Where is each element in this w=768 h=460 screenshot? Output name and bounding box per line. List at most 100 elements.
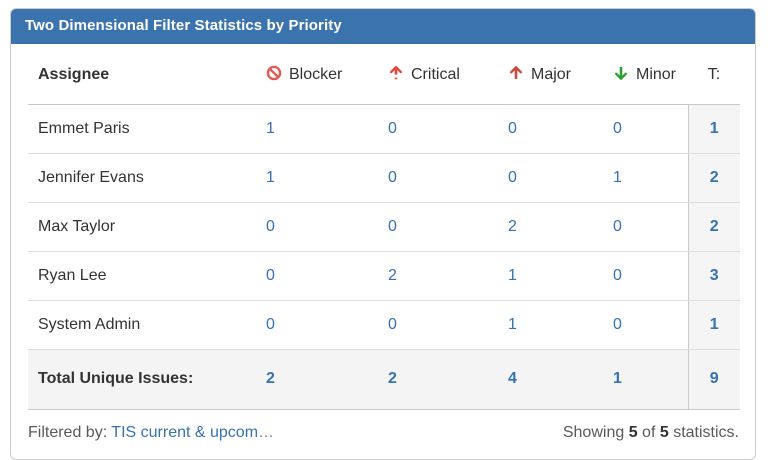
stat-cell: 1 (246, 153, 368, 203)
critical-icon (388, 65, 404, 81)
table-row: System Admin 0 0 1 0 1 (28, 300, 740, 350)
stat-cell: 0 (368, 104, 488, 154)
grand-total-cell: 9 (687, 349, 740, 410)
stat-link[interactable]: 2 (508, 218, 517, 235)
total-stat-link[interactable]: 4 (508, 370, 517, 387)
filtered-by: Filtered by: TIS current & upcom… (28, 424, 274, 442)
truncation-ellipsis: … (258, 424, 275, 441)
column-label: Critical (411, 66, 460, 83)
major-icon (508, 65, 524, 81)
row-total-cell: 3 (687, 251, 740, 301)
table-row: Jennifer Evans 1 0 0 1 2 (28, 153, 740, 203)
table-row: Ryan Lee 0 2 1 0 3 (28, 251, 740, 301)
stat-link[interactable]: 0 (613, 120, 622, 137)
column-label: Major (531, 66, 572, 83)
stat-link[interactable]: 0 (388, 316, 397, 333)
gadget-footer: Filtered by: TIS current & upcom… Showin… (28, 424, 739, 442)
stat-cell: 1 (246, 104, 368, 154)
showing-total: 5 (659, 424, 669, 441)
showing-prefix: Showing (562, 424, 625, 441)
stat-cell: 0 (246, 251, 368, 301)
blocker-icon (266, 65, 282, 81)
stat-link[interactable]: 0 (266, 267, 275, 284)
showing-suffix: statistics. (673, 424, 739, 441)
stat-cell: 0 (593, 104, 688, 154)
stat-link[interactable]: 0 (388, 218, 397, 235)
two-dimensional-filter-stats-gadget: Two Dimensional Filter Statistics by Pri… (10, 8, 756, 460)
stat-link[interactable]: 2 (388, 267, 397, 284)
stat-cell: 0 (593, 300, 688, 350)
totals-label: Total Unique Issues: (28, 349, 246, 410)
row-total-link[interactable]: 3 (709, 267, 719, 284)
row-total-link[interactable]: 1 (709, 316, 719, 333)
stat-link[interactable]: 0 (508, 169, 517, 186)
stat-cell: 0 (368, 300, 488, 350)
stat-cell: 0 (246, 300, 368, 350)
assignee-name: Ryan Lee (28, 251, 246, 301)
total-stat-cell: 1 (593, 349, 688, 410)
column-header-minor: Minor (593, 44, 688, 105)
showing-of: of (642, 424, 656, 441)
row-total-cell: 1 (687, 300, 740, 350)
stat-link[interactable]: 1 (508, 316, 517, 333)
filter-link[interactable]: TIS current & upcom (111, 424, 259, 441)
stat-cell: 1 (488, 251, 593, 301)
stat-link[interactable]: 0 (613, 316, 622, 333)
total-stat-cell: 2 (368, 349, 488, 410)
total-stat-link[interactable]: 1 (613, 370, 622, 387)
stat-link[interactable]: 1 (508, 267, 517, 284)
stat-link[interactable]: 0 (266, 316, 275, 333)
column-header-major: Major (488, 44, 593, 105)
grand-total-link[interactable]: 9 (709, 370, 719, 387)
total-stat-cell: 4 (488, 349, 593, 410)
stat-cell: 2 (488, 202, 593, 252)
total-stat-link[interactable]: 2 (266, 370, 275, 387)
gadget-title: Two Dimensional Filter Statistics by Pri… (25, 17, 342, 34)
stat-link[interactable]: 0 (266, 218, 275, 235)
stat-link[interactable]: 0 (613, 267, 622, 284)
stat-cell: 0 (368, 153, 488, 203)
stat-link[interactable]: 1 (266, 120, 275, 137)
stat-cell: 0 (488, 104, 593, 154)
column-label: Minor (636, 66, 677, 83)
stat-cell: 1 (593, 153, 688, 203)
row-total-link[interactable]: 2 (709, 218, 719, 235)
stat-link[interactable]: 0 (613, 218, 622, 235)
column-header-blocker: Blocker (246, 44, 368, 105)
stat-link[interactable]: 1 (613, 169, 622, 186)
column-header-total: T: (688, 44, 740, 105)
row-total-cell: 2 (687, 202, 740, 252)
column-header-assignee: Assignee (28, 44, 246, 105)
assignee-name: System Admin (28, 300, 246, 350)
stat-cell: 0 (246, 202, 368, 252)
stat-link[interactable]: 0 (388, 120, 397, 137)
row-total-cell: 2 (687, 153, 740, 203)
filtered-by-label: Filtered by: (28, 424, 108, 441)
stat-cell: 0 (593, 202, 688, 252)
assignee-name: Emmet Paris (28, 104, 246, 154)
row-total-link[interactable]: 1 (709, 120, 719, 137)
row-total-cell: 1 (687, 104, 740, 154)
total-stat-cell: 2 (246, 349, 368, 410)
table-row: Emmet Paris 1 0 0 0 1 (28, 104, 740, 154)
assignee-name: Max Taylor (28, 202, 246, 252)
stat-link[interactable]: 0 (508, 120, 517, 137)
column-header-critical: Critical (368, 44, 488, 105)
gadget-header[interactable]: Two Dimensional Filter Statistics by Pri… (11, 9, 755, 44)
stat-link[interactable]: 0 (388, 169, 397, 186)
assignee-name: Jennifer Evans (28, 153, 246, 203)
stat-cell: 0 (488, 153, 593, 203)
stat-cell: 0 (368, 202, 488, 252)
row-total-link[interactable]: 2 (709, 169, 719, 186)
showing-count: 5 (628, 424, 638, 441)
table-header-row: Assignee Blocker (28, 44, 740, 105)
showing-text: Showing 5 of 5 statistics. (563, 424, 739, 442)
stat-cell: 1 (488, 300, 593, 350)
minor-icon (613, 65, 629, 81)
stat-cell: 0 (593, 251, 688, 301)
total-stat-link[interactable]: 2 (388, 370, 397, 387)
stat-link[interactable]: 1 (266, 169, 275, 186)
stat-cell: 2 (368, 251, 488, 301)
totals-row: Total Unique Issues: 2 2 4 1 9 (28, 349, 740, 410)
